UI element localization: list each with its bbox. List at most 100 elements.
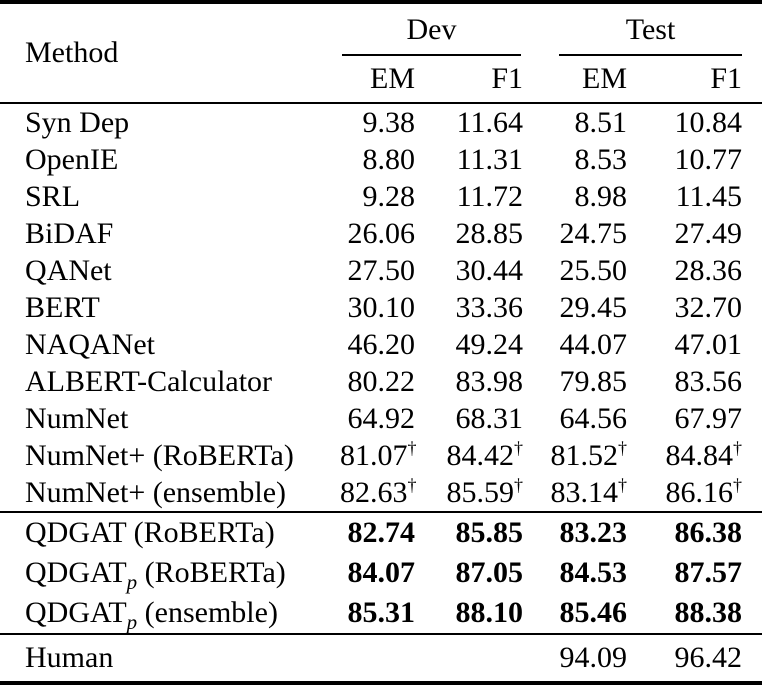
metric-value: 87.57 [674,556,743,589]
method-name: BiDAF [25,216,114,250]
value-cell: 83.98 [415,363,524,400]
metric-value: 8.53 [574,142,628,176]
metric-value: 10.77 [674,142,743,176]
value-cell [340,634,415,683]
section-human: Human 94.09 96.42 [0,634,762,683]
value-cell: 11.45 [627,178,762,215]
value-cell: 10.77 [627,141,762,178]
metric-value: 27.50 [347,253,416,287]
metric-value: 10.84 [674,105,743,139]
col-header-method: Method [25,36,119,69]
metric-value: 28.85 [455,216,524,250]
value-cell: 64.92 [340,400,416,437]
col-header-test-em: EM [582,62,628,95]
table-row: NumNet 64.92 68.31 64.56 67.97 [0,400,762,437]
value-cell: 30.44 [415,252,524,289]
method-cell: Syn Dep [0,103,340,141]
metric-value: 83.56 [674,364,743,398]
metric-value: 94.09 [559,641,628,674]
value-cell: 85.85 [415,512,524,553]
col-header-dev-em: EM [370,62,415,95]
metric-value: 47.01 [674,327,743,361]
value-cell: 11.72 [415,178,523,215]
value-cell: 24.75 [523,215,628,252]
metric-value: 83.23 [559,516,628,549]
value-cell: 84.42† [415,437,524,474]
method-cell: QDGATp (RoBERTa) [0,553,340,593]
metric-value: 64.92 [347,401,416,435]
metric-value: 30.10 [347,290,416,324]
method-name-rest: (ensemble) [137,596,278,629]
method-name: QANet [25,253,112,287]
value-cell [415,634,523,683]
method-cell: Human [0,634,340,683]
method-name: NumNet+ (RoBERTa) [25,438,294,472]
metric-value: 81.07 [340,438,408,472]
value-cell: 9.38 [340,103,416,141]
value-cell: 86.38 [627,512,762,553]
table-row: QDGATp (ensemble) 85.31 88.10 85.46 88.38 [0,593,762,634]
metric-value: 8.98 [574,179,628,213]
method-name-rest: (RoBERTa) [137,556,286,589]
value-cell: 84.84† [627,437,762,474]
method-name: NAQANet [25,327,155,361]
value-cell: 85.59† [415,474,524,512]
header-group-row: Method Dev Test [0,2,762,69]
table-row: Human 94.09 96.42 [0,634,762,683]
value-cell: 46.20 [340,326,416,363]
method-name: Human [25,641,114,674]
metric-value: 11.72 [456,179,524,213]
metric-value: 79.85 [559,364,628,398]
table-row: Syn Dep 9.38 11.64 8.51 10.84 [0,103,762,141]
method-cell: NumNet [0,400,340,437]
method-name: ALBERT-Calculator [25,364,273,398]
value-cell: 8.51 [523,103,628,141]
section-qdgat: QDGAT (RoBERTa) 82.74 85.85 83.23 86.38 QDGAT… [0,512,762,634]
value-cell: 87.57 [627,553,762,593]
value-cell: 79.85 [523,363,628,400]
metric-value: 81.52 [550,438,619,472]
value-cell: 84.07 [340,553,416,593]
col-group-dev: Dev [340,2,523,56]
metric-value: 86.16 [665,475,734,509]
method-cell: OpenIE [0,141,340,178]
method-subscript: p [126,610,138,634]
table-row: NAQANet 46.20 49.24 44.07 47.01 [0,326,762,363]
metric-value: 25.50 [559,253,628,287]
metric-value: 88.10 [455,596,524,629]
metric-value: 8.51 [574,105,628,139]
metric-value: 26.06 [347,216,416,250]
value-cell: 88.38 [627,593,762,634]
value-cell: 25.50 [523,252,628,289]
method-name: Syn Dep [25,105,130,139]
value-cell: 32.70 [627,289,762,326]
value-cell: 85.46 [523,593,628,634]
metric-value: 28.36 [674,253,743,287]
value-cell: 81.07† [340,437,417,474]
method-name: QDGAT [25,596,127,629]
metric-value: 85.31 [347,596,416,629]
table-row: NumNet+ (ensemble) 82.63† 85.59† 83.14† 86.1… [0,474,762,512]
metric-value: 68.31 [455,401,524,435]
dagger-mark: † [618,474,628,495]
method-cell: NumNet+ (RoBERTa) [0,437,340,474]
metric-value: 9.38 [362,105,416,139]
value-cell: 83.56 [627,363,762,400]
header-sub-row: EM F1 EM F1 [0,56,762,103]
table-row: OpenIE 8.80 11.31 8.53 10.77 [0,141,762,178]
metric-value: 82.63 [340,475,408,509]
dagger-mark: † [514,437,524,458]
dagger-mark: † [407,474,417,495]
metric-value: 96.42 [674,641,743,674]
value-cell: 88.10 [415,593,524,634]
method-cell: BiDAF [0,215,340,252]
table-row: BERT 30.10 33.36 29.45 32.70 [0,289,762,326]
method-cell: SRL [0,178,340,215]
value-cell: 96.42 [627,634,762,683]
method-name: QDGAT (RoBERTa) [25,516,275,549]
col-group-test: Test [523,2,762,56]
metric-value: 88.38 [674,596,743,629]
value-cell: 8.53 [523,141,628,178]
value-cell: 81.52† [523,437,628,474]
